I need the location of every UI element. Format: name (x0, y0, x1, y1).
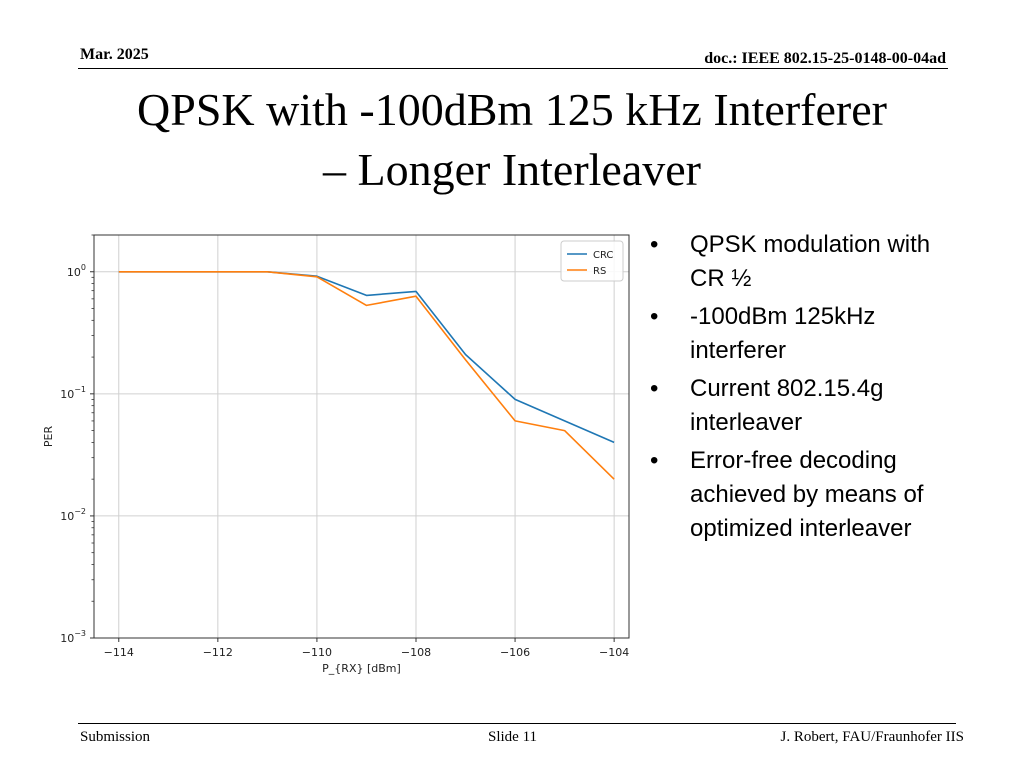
header-divider (78, 68, 948, 69)
x-axis-label: P_{RX} [dBm] (322, 662, 401, 675)
bullet-dot-icon: • (650, 231, 659, 258)
bullet-text: Current 802.15.4g interleaver (690, 375, 884, 436)
x-tick-label: −114 (104, 646, 134, 659)
x-tick-label: −110 (302, 646, 332, 659)
y-tick-label: 100 (67, 263, 86, 279)
bullet-item: • QPSK modulation with CR ½ (650, 228, 970, 296)
bullet-text: Error-free decoding achieved by means of… (690, 447, 924, 542)
bullet-text: -100dBm 125kHz interferer (690, 303, 876, 364)
x-tick-label: −106 (500, 646, 530, 659)
slide-title-line-2: – Longer Interleaver (322, 144, 702, 195)
per-chart: −114 −112 −110 −108 −106 −104 100 10−1 10−2 10−3 P… (38, 222, 638, 682)
footer-slide-number: Slide 11 (488, 729, 538, 745)
series-line-rs (118, 270, 615, 480)
plot-frame (93, 234, 630, 639)
footer-divider (78, 723, 956, 724)
y-axis-label: PER (42, 426, 55, 448)
x-tick-label: −104 (599, 646, 629, 659)
y-tick-label: 10−3 (60, 629, 86, 645)
slide-title-line-1: QPSK with -100dBm 125 kHz Interferer (137, 84, 887, 135)
bullet-item: • -100dBm 125kHz interferer (650, 300, 970, 368)
legend-label-rs: RS (593, 266, 606, 277)
header-doc-id: doc.: IEEE 802.15-25-0148-00-04ad (704, 50, 946, 67)
bullet-dot-icon: • (650, 303, 659, 330)
bullet-dot-icon: • (650, 447, 659, 474)
x-tick-label: −108 (401, 646, 431, 659)
footer-author: J. Robert, FAU/Fraunhofer IIS (780, 729, 964, 745)
legend-box (560, 240, 624, 282)
bullet-item: • Error-free decoding achieved by means o… (650, 444, 970, 546)
y-tick-label: 10−2 (60, 507, 86, 523)
footer-submission: Submission (80, 729, 151, 745)
bullet-item: • Current 802.15.4g interleaver (650, 372, 970, 440)
slide-title: QPSK with -100dBm 125 kHz Interferer – L… (40, 80, 984, 200)
header-date: Mar. 2025 (80, 46, 149, 63)
per-chart-svg: −114 −112 −110 −108 −106 −104 100 10−1 10−2 10−3 P… (42, 234, 630, 675)
series-line-crc (118, 270, 615, 444)
bullet-dot-icon: • (650, 375, 659, 402)
y-tick-label: 10−1 (60, 385, 86, 401)
x-tick-label: −112 (203, 646, 233, 659)
bullet-list: • QPSK modulation with CR ½ • -100dBm 125k… (650, 228, 970, 550)
bullet-text: QPSK modulation with CR ½ (690, 231, 931, 292)
legend-label-crc: CRC (593, 250, 613, 261)
